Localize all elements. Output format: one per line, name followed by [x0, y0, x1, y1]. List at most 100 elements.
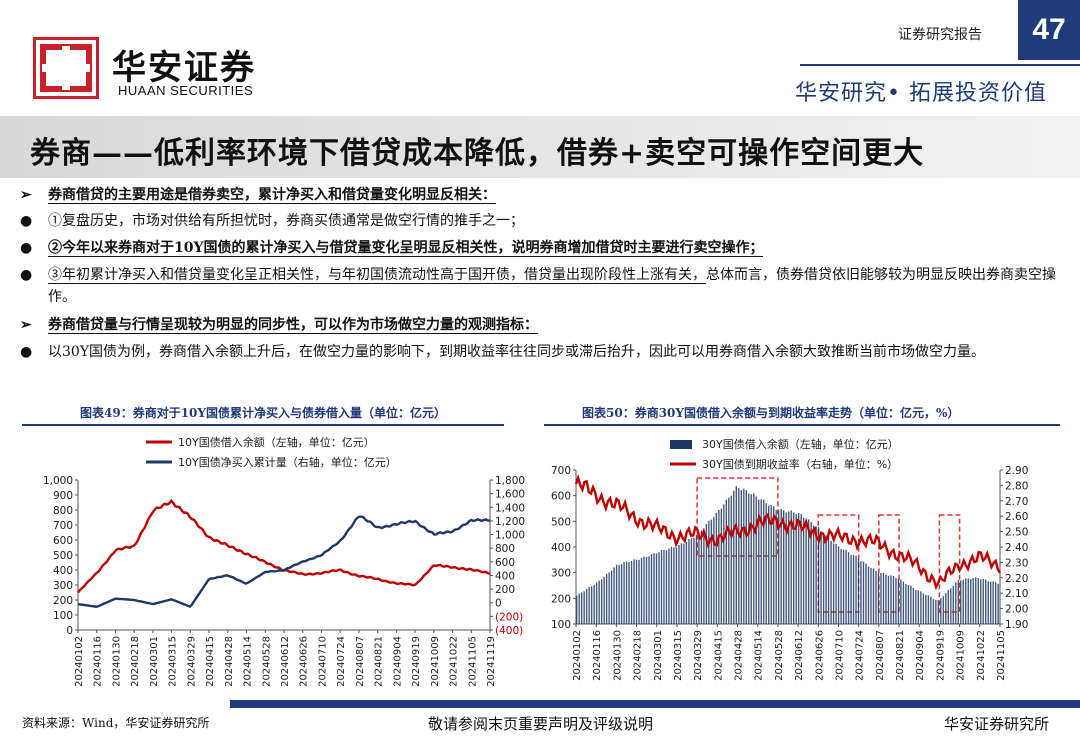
- bar: [965, 578, 967, 624]
- bar: [910, 585, 912, 624]
- bar: [683, 543, 685, 624]
- legend-label: 30Y国债到期收益率（右轴，单位：%）: [702, 457, 898, 471]
- x-tick-label: 20240301: [149, 636, 160, 687]
- bar: [583, 591, 585, 624]
- y-right-tick-label: 2.60: [1005, 511, 1028, 523]
- bar: [842, 549, 845, 624]
- arrow-icon: ➢: [20, 317, 32, 333]
- x-tick-label: 20240528: [261, 636, 272, 687]
- bar: [648, 556, 650, 624]
- y-left-tick-label: 800: [53, 505, 73, 517]
- x-tick-label: 20240514: [754, 630, 765, 681]
- x-tick-label: 20240710: [317, 636, 328, 687]
- bar: [995, 582, 997, 624]
- bar: [710, 519, 713, 624]
- dot-icon: ●: [20, 267, 33, 283]
- bar: [745, 490, 747, 624]
- bar: [608, 572, 610, 624]
- arrow-icon: ➢: [20, 187, 32, 203]
- bar: [778, 510, 780, 624]
- bar: [703, 528, 705, 624]
- series-line: [77, 515, 491, 609]
- bar: [912, 587, 915, 624]
- x-tick-label: 20240807: [875, 630, 886, 681]
- bar: [952, 585, 954, 624]
- y-right-tick-label: 1.90: [1005, 619, 1028, 631]
- legend-label: 10Y国债借入余额（左轴，单位：亿元）: [178, 435, 375, 449]
- highlight-box: [696, 477, 779, 557]
- y-right-tick-label: (400): [495, 625, 523, 637]
- y-right-tick-label: 1,800: [495, 475, 525, 487]
- bar: [720, 508, 723, 624]
- logo-icon: [33, 37, 99, 99]
- bar: [942, 596, 945, 624]
- x-tick-label: 20240415: [205, 636, 216, 687]
- bar: [867, 566, 870, 624]
- x-tick-label: 20240514: [243, 636, 254, 687]
- bar: [730, 495, 733, 624]
- y-right-tick-label: 2.30: [1005, 557, 1028, 569]
- x-tick-label: 20240919: [411, 636, 422, 687]
- slogan: 华安研究• 拓展投资价值: [795, 81, 1047, 106]
- y-right-tick-label: 200: [495, 584, 515, 596]
- bar: [728, 497, 730, 624]
- x-tick-label: 20240821: [374, 636, 385, 687]
- bar: [688, 538, 690, 624]
- bar: [578, 593, 580, 624]
- y-left-tick-label: 300: [551, 568, 571, 580]
- bar: [890, 575, 892, 624]
- bar: [783, 510, 785, 624]
- bar: [760, 499, 762, 624]
- dot-icon: ●: [20, 213, 33, 229]
- bar: [850, 554, 852, 624]
- bar: [598, 580, 600, 624]
- bar: [640, 557, 643, 624]
- bar: [580, 592, 583, 624]
- bar: [723, 504, 725, 624]
- bar: [665, 550, 668, 624]
- bar: [862, 561, 865, 624]
- bar: [576, 595, 578, 624]
- bar: [670, 546, 673, 624]
- bullet-1-text: 券商借贷的主要用途是借券卖空，累计净买入和借贷量变化明显反相关：: [48, 187, 496, 204]
- bar: [992, 581, 994, 624]
- bar: [655, 553, 658, 624]
- bullet-2: ● ①复盘历史，市场对供给有所担忧时，券商买债通常是做空行情的推手之一；: [20, 210, 524, 232]
- bar: [645, 556, 648, 624]
- report-label: 证券研究报告: [898, 27, 982, 43]
- bar: [870, 568, 872, 624]
- bar: [972, 578, 974, 624]
- chart-right: 700 600 500 400 300 200 100 2.90 2.80 2.70 2.60 2.5…: [551, 437, 1028, 681]
- logo-text-en: HUAAN SECURITIES: [118, 83, 254, 98]
- bar: [860, 561, 862, 624]
- y-right-tick-label: 1,600: [495, 489, 525, 501]
- bar: [700, 530, 703, 624]
- bar: [830, 540, 832, 624]
- bar: [932, 598, 935, 624]
- bar: [770, 504, 772, 624]
- bar: [950, 588, 952, 624]
- bar: [887, 575, 890, 624]
- bullet-4-text-b: 总体而言，债券借贷依旧能够较为明显反映出券商卖空操作。: [48, 267, 1056, 305]
- y-left-tick-label: 500: [53, 550, 73, 562]
- bar: [768, 505, 770, 624]
- bar: [857, 558, 860, 624]
- bar: [925, 594, 927, 624]
- bar: [930, 596, 932, 624]
- x-tick-label: 20240218: [130, 636, 141, 687]
- bar: [832, 543, 835, 624]
- bar: [635, 559, 638, 624]
- bar: [600, 579, 603, 624]
- bar: [812, 525, 815, 624]
- bar: [625, 561, 628, 624]
- bar: [765, 503, 767, 624]
- bar: [795, 513, 797, 624]
- bar: [985, 579, 987, 624]
- bullet-4-text-a: ③年初累计净买入和借贷量变化呈正相关性，与年初国债流动性高于国开债，借贷量出现阶…: [48, 267, 706, 284]
- disclaimer-link[interactable]: 敬请参阅末页重要声明及评级说明: [428, 715, 654, 733]
- bar: [982, 578, 984, 624]
- x-tick-label: 20240130: [612, 630, 623, 681]
- bar: [715, 512, 718, 624]
- bar: [725, 499, 728, 624]
- bar: [678, 544, 680, 624]
